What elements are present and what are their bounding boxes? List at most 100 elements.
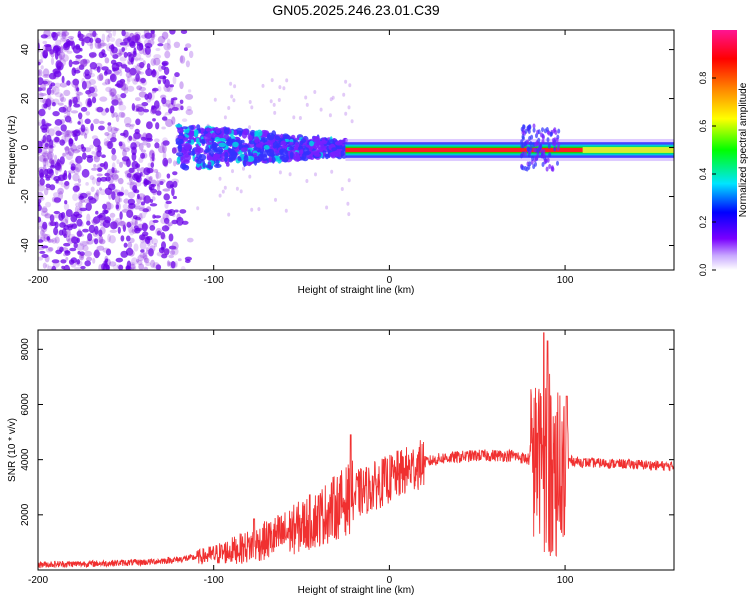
spectrogram-noise-blob — [130, 142, 137, 150]
spectrogram-noise-blob — [118, 104, 127, 111]
spectrogram-noise-blob — [89, 175, 95, 181]
spectrogram-noise-blob — [53, 227, 59, 236]
spectrogram-noise-blob — [100, 108, 107, 116]
spectrogram-noise-blob — [95, 151, 99, 156]
spectrogram-noise-blob — [126, 52, 132, 57]
spectrogram-band-blob — [324, 153, 330, 160]
spectrogram-noise-blob — [111, 147, 116, 155]
spectrogram-noise-blob — [168, 254, 174, 259]
spectrogram-faint-blob — [273, 110, 277, 115]
spectrogram-noise-blob — [107, 125, 113, 133]
spectrogram-noise-blob — [135, 57, 138, 62]
spectrogram-noise-blob — [68, 150, 72, 156]
spectrogram-noise-blob — [162, 157, 169, 167]
spectrogram-noise-blob — [86, 196, 95, 202]
spectrogram-disturbance-blob — [557, 141, 561, 147]
spectrogram-noise-blob — [39, 93, 47, 96]
spectrogram-noise-blob — [81, 241, 90, 246]
spectrogram-noise-blob — [38, 140, 43, 149]
spectrogram-band-blob — [241, 130, 248, 139]
spectrogram-noise-blob — [152, 118, 156, 122]
spectrogram-faint-blob — [231, 169, 234, 174]
spectrogram-band-blob — [175, 124, 183, 128]
spectrogram-noise-blob — [139, 241, 147, 251]
spectrogram-noise-blob — [82, 152, 87, 160]
spectrogram-noise-blob — [75, 54, 83, 59]
spectrogram-noise-blob — [110, 221, 118, 230]
spectrogram-noise-blob — [77, 178, 82, 184]
spectrogram-noise-blob — [157, 180, 161, 188]
spectrogram-noise-blob — [162, 75, 166, 85]
spectrogram-noise-blob — [172, 75, 177, 85]
spectrogram-band-blob — [288, 147, 295, 151]
spectrogram-noise-blob — [70, 110, 79, 114]
spectrogram-noise-blob — [121, 47, 126, 52]
spectrogram-noise-blob — [106, 201, 111, 205]
spectrogram-noise-blob — [68, 233, 76, 239]
spectrogram-noise-blob — [58, 229, 64, 236]
spectrogram-noise-blob — [42, 154, 49, 163]
x-tick-label: -200 — [28, 575, 48, 586]
spectrogram-noise-blob — [48, 145, 54, 154]
spectrogram-disturbance-blob — [524, 128, 528, 134]
spectrogram-noise-blob — [126, 221, 134, 226]
spectrogram-noise-blob — [61, 135, 67, 141]
colorbar-tick-label: 0.8 — [698, 72, 708, 85]
spectrogram-noise-blob — [131, 217, 137, 226]
spectrogram-noise-blob — [146, 63, 151, 70]
spectrogram-disturbance-blob — [520, 153, 523, 159]
spectrogram-faint-blob — [278, 170, 282, 175]
spectrogram-disturbance-blob — [548, 152, 552, 158]
spectrogram-band-blob — [237, 156, 242, 161]
spectrogram-disturbance-blob — [537, 129, 541, 135]
spectrogram-disturbance-blob — [547, 143, 551, 149]
spectrogram-noise-blob — [143, 257, 150, 264]
spectrogram-band-blob — [288, 141, 294, 145]
spectrogram-noise-blob — [129, 172, 133, 180]
spectrogram-noise-blob — [110, 87, 117, 97]
spectrogram-noise-blob — [106, 43, 114, 52]
spectrogram-noise-blob — [98, 125, 105, 131]
spectrogram-noise-blob — [123, 198, 130, 204]
spectrogram-noise-blob — [98, 264, 103, 270]
spectrogram-noise-blob — [75, 147, 82, 152]
spectrogram-noise-blob — [44, 123, 52, 127]
spectrogram-noise-blob — [40, 65, 44, 70]
spectrogram-noise-blob — [163, 217, 170, 224]
spectrogram-noise-blob — [42, 98, 49, 104]
spectrogram-faint-blob — [313, 90, 317, 94]
spectrogram-noise-blob — [79, 251, 85, 256]
spectrogram-noise-blob — [91, 219, 98, 224]
spectrogram-noise-blob — [96, 106, 104, 113]
spectrogram-noise-blob — [153, 168, 159, 173]
spectrogram-noise-blob — [127, 36, 132, 42]
spectrogram-noise-blob — [39, 109, 43, 119]
spectrogram-noise-blob — [63, 264, 71, 270]
snr-y-label: SNR (10 * v/v) — [7, 418, 18, 482]
spectrogram-faint-blob — [314, 172, 317, 177]
spectrogram-noise-blob — [38, 235, 43, 241]
spectrogram-noise-blob — [80, 106, 88, 112]
spectrogram-noise-blob — [71, 96, 75, 103]
spectrogram-band-blob — [176, 156, 181, 164]
spectrogram-noise-blob — [150, 33, 155, 41]
spectrogram-noise-blob — [80, 59, 88, 67]
spectrogram-noise-blob — [139, 252, 146, 259]
spectrogram-noise-blob — [111, 154, 117, 161]
spectrogram-band-blob — [183, 142, 192, 151]
spectrogram-noise-blob — [94, 191, 99, 196]
spectrogram-faint-blob — [223, 115, 227, 120]
spectrogram-noise-blob — [119, 70, 123, 77]
spectrogram-noise-blob — [41, 139, 45, 144]
spectrogram-noise-blob — [69, 130, 77, 134]
spectrogram-noise-blob — [52, 68, 61, 74]
spectrogram-noise-blob — [61, 31, 67, 40]
spectrogram-disturbance-blob — [530, 159, 534, 165]
spectrogram-noise-blob — [132, 65, 138, 73]
spectrogram-noise-blob — [42, 68, 50, 77]
spectrogram-line-layer — [345, 147, 674, 153]
spectrogram-line-tail — [582, 147, 674, 153]
spectrogram-noise-blob — [156, 230, 162, 236]
spectrogram-noise-blob — [89, 54, 95, 59]
spectrogram-noise-blob — [95, 62, 103, 69]
